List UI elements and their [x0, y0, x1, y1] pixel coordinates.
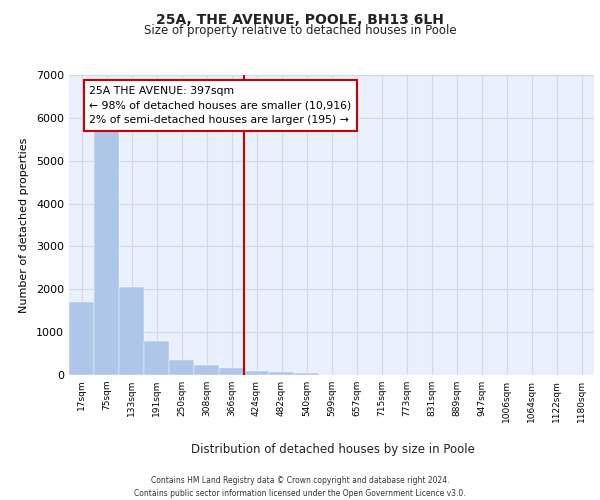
Y-axis label: Number of detached properties: Number of detached properties: [19, 138, 29, 312]
Bar: [94, 130, 119, 375]
Bar: [244, 370, 269, 375]
Bar: [169, 360, 194, 375]
Text: Contains HM Land Registry data © Crown copyright and database right 2024.
Contai: Contains HM Land Registry data © Crown c…: [134, 476, 466, 498]
Bar: [294, 373, 319, 375]
Text: Distribution of detached houses by size in Poole: Distribution of detached houses by size …: [191, 442, 475, 456]
Text: Size of property relative to detached houses in Poole: Size of property relative to detached ho…: [143, 24, 457, 37]
Bar: [269, 372, 294, 375]
Bar: [69, 302, 94, 375]
Bar: [144, 340, 169, 375]
Bar: [119, 287, 144, 375]
Bar: [219, 368, 244, 375]
Text: 25A, THE AVENUE, POOLE, BH13 6LH: 25A, THE AVENUE, POOLE, BH13 6LH: [156, 12, 444, 26]
Text: 25A THE AVENUE: 397sqm
← 98% of detached houses are smaller (10,916)
2% of semi-: 25A THE AVENUE: 397sqm ← 98% of detached…: [89, 86, 351, 126]
Bar: [194, 365, 219, 375]
